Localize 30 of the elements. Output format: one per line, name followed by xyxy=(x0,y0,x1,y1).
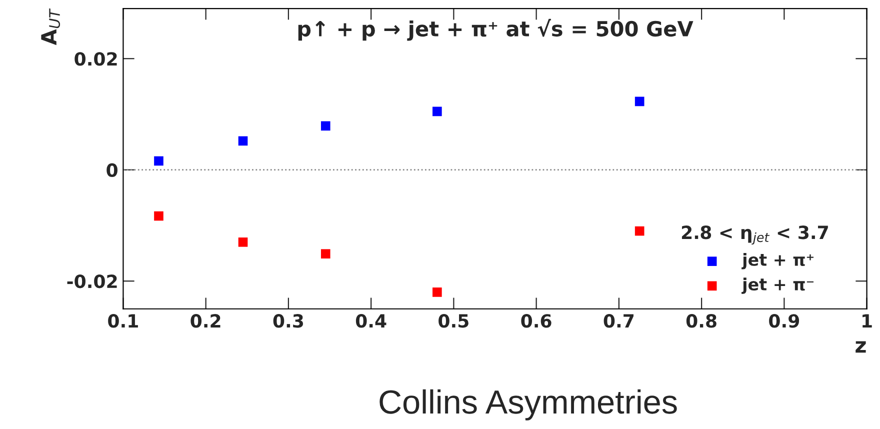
legend-label: jet + π⁺ xyxy=(742,253,814,270)
point xyxy=(238,136,248,146)
x-tick-label: 1 xyxy=(862,314,872,328)
point xyxy=(432,288,442,297)
x-tick-label: 0.6 xyxy=(521,314,552,328)
y-tick-label: -0.02 xyxy=(67,274,117,288)
y-axis-title: A$_{UT}$ xyxy=(41,8,60,46)
y-tick-label: 0 xyxy=(106,163,118,177)
y-tick-label: 0.02 xyxy=(74,52,117,66)
text: Collins Asymmetries xyxy=(380,389,677,420)
point xyxy=(634,96,644,106)
x-tick-label: 0.2 xyxy=(190,314,220,328)
x-tick-label: 0.9 xyxy=(769,314,800,328)
point xyxy=(320,121,330,131)
point xyxy=(432,106,442,116)
point xyxy=(154,211,164,221)
x-tick-label: 0.7 xyxy=(604,314,634,328)
x-tick-label: 0.1 xyxy=(108,314,138,328)
x-axis-title: z xyxy=(856,341,866,353)
point xyxy=(154,156,164,166)
legend-label: jet + π⁻ xyxy=(742,278,814,294)
point xyxy=(320,249,330,258)
x-tick-label: 0.8 xyxy=(686,314,716,328)
x-tick-label: 0.5 xyxy=(438,314,468,328)
x-tick-label: 0.3 xyxy=(273,314,303,328)
point xyxy=(634,226,644,236)
text: p↑ + p → jet + π⁺ at √s = 500 GeV xyxy=(298,18,694,41)
point xyxy=(238,237,248,247)
x-tick-label: 0.4 xyxy=(356,314,386,328)
legend-title: 2.8 < η$_{jet}$ < 3.7 xyxy=(682,226,828,245)
